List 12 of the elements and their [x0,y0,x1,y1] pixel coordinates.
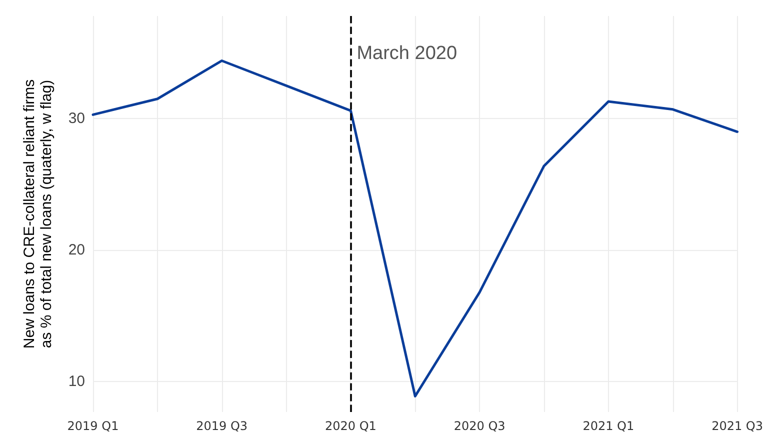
line-series [92,59,739,398]
x-tick-label: 2020 Q3 [454,419,506,433]
x-tick-label: 2019 Q1 [67,419,119,433]
x-tick-label: 2021 Q1 [582,419,634,433]
x-tick-label: 2021 Q3 [712,419,763,433]
ref-line-label: March 2020 [356,43,458,64]
y-axis-title: New loans to CRE-collateral reliant firms as % of total new loans (quaterly, w flag) [21,79,55,349]
y-tick-label: 30 [68,110,85,128]
y-tick-label: 20 [68,242,85,259]
y-tick-label: 10 [68,373,85,390]
x-tick-label: 2019 Q3 [196,419,248,433]
x-tick-label: 2020 Q1 [324,419,376,433]
